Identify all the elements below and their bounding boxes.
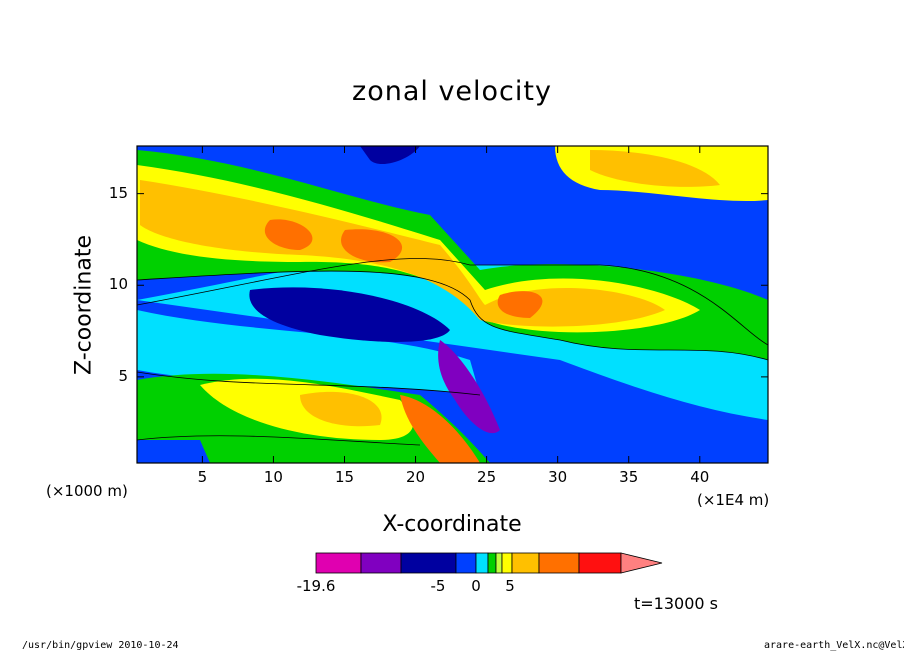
contour-line	[137, 258, 768, 346]
contour-line	[137, 435, 421, 446]
x-tick-label: 30	[548, 468, 568, 486]
colorbar-swatch	[511, 552, 540, 574]
time-label: t=13000 s	[634, 594, 718, 613]
x-unit-label: (×1000 m)	[46, 482, 128, 500]
colorbar-swatch	[475, 552, 489, 574]
x-axis-label: X-coordinate	[382, 512, 522, 537]
x-scale-label: (×1E4 m)	[697, 491, 770, 509]
contour-region	[300, 391, 382, 427]
contour-region	[497, 291, 543, 318]
x-tick-label: 25	[477, 468, 497, 486]
x-tick-label: 35	[619, 468, 639, 486]
colorbar-swatch	[400, 552, 457, 574]
y-axis-label: Z-coordinate	[71, 235, 97, 375]
x-tick-label: 40	[690, 468, 710, 486]
contour-region	[438, 340, 500, 434]
x-tick-label: 20	[406, 468, 426, 486]
contour-region	[590, 150, 720, 187]
velocity-field	[137, 146, 768, 463]
contour-region	[400, 395, 480, 463]
colorbar-swatch	[455, 552, 477, 574]
chart-title: zonal velocity	[352, 76, 552, 107]
colorbar-tick-label: 5	[505, 577, 515, 595]
colorbar-tick-label: 0	[471, 577, 481, 595]
footer-left: /usr/bin/gpview 2010-10-24	[22, 640, 179, 651]
contour-region	[140, 180, 665, 327]
contour-region	[360, 146, 420, 165]
colorbar-swatch	[495, 552, 503, 574]
contour-region	[264, 219, 313, 250]
y-tick-label: 5	[118, 366, 128, 385]
plot-frame	[136, 145, 769, 464]
contour-region	[500, 436, 768, 463]
x-tick-label: 15	[334, 468, 355, 486]
colorbar-swatch	[578, 552, 622, 574]
contour-region	[341, 229, 403, 263]
y-tick-label: 15	[108, 183, 128, 202]
colorbar-swatch	[360, 552, 402, 574]
x-tick-label: 5	[197, 468, 208, 486]
contour-region	[137, 440, 210, 463]
colorbar	[315, 552, 663, 574]
colorbar-tick-label: -19.6	[296, 577, 336, 595]
contour-line	[137, 270, 768, 361]
contour-region	[249, 287, 450, 342]
colorbar-swatch	[501, 552, 513, 574]
contour-region	[137, 310, 480, 395]
colorbar-swatch	[487, 552, 497, 574]
colorbar-tick-label: -5	[430, 577, 446, 595]
colorbar-swatch	[315, 552, 362, 574]
contour-line	[137, 371, 481, 396]
axis-ticks	[137, 146, 768, 463]
footer-right: arare-earth_VelX.nc@VelX	[764, 640, 904, 651]
colorbar-swatch	[538, 552, 580, 574]
x-tick-label: 10	[263, 468, 283, 486]
y-tick-label: 10	[108, 275, 128, 294]
colorbar-arrow	[620, 552, 663, 574]
